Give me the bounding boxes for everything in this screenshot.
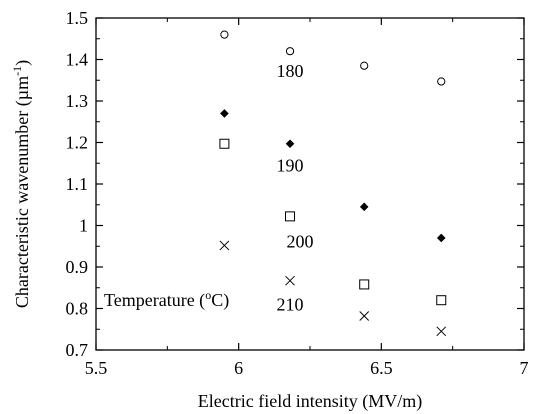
series-label-180: 180	[277, 61, 304, 81]
data-point-210	[436, 326, 447, 337]
x-tick-labels: 5.5 6 6.5 7	[85, 358, 529, 378]
data-point-190	[285, 139, 295, 149]
data-point-180	[360, 61, 369, 70]
y-tick-label: 1.3	[66, 91, 89, 111]
data-point-200	[219, 138, 230, 149]
y-tick-label: 0.7	[66, 340, 89, 360]
data-point-200	[285, 211, 296, 222]
data-point-180	[285, 47, 295, 56]
legend-title: Temperature (oC)	[104, 288, 229, 311]
data-point-200	[436, 295, 447, 306]
series-label-190: 190	[277, 156, 304, 176]
y-tick-label: 0.9	[66, 257, 89, 277]
data-point-210	[219, 240, 230, 251]
y-tick-label: 1	[79, 216, 88, 236]
y-tick-label: 1.1	[66, 174, 89, 194]
series-label-200: 200	[287, 231, 314, 251]
x-tick-label: 6.5	[370, 358, 393, 378]
data-point-190	[436, 233, 446, 243]
x-axis-label: Electric field intensity (MV/m)	[198, 391, 422, 412]
data-point-180	[437, 77, 446, 86]
x-tick-label: 7	[520, 358, 529, 378]
data-point-210	[359, 311, 370, 321]
series-label-210: 210	[277, 295, 304, 315]
data-point-180	[220, 30, 229, 39]
series-labels: 180 190 200 210	[277, 61, 314, 314]
data-point-190	[220, 109, 229, 118]
data-point-210	[285, 275, 295, 286]
y-tick-label: 0.8	[66, 299, 89, 319]
data-point-200	[359, 279, 370, 290]
x-tick-label: 6	[234, 358, 243, 378]
data-markers	[219, 30, 447, 337]
y-tick-label: 1.2	[66, 133, 89, 153]
y-tick-labels: 0.7 0.8 0.9 1 1.1 1.2 1.3 1.4 1.5	[66, 8, 89, 360]
axis-ticks	[95, 17, 525, 351]
y-tick-label: 1.5	[66, 8, 89, 28]
x-tick-label: 5.5	[85, 358, 108, 378]
data-point-190	[359, 202, 369, 212]
y-tick-label: 1.4	[66, 50, 89, 70]
y-axis-label: Characteristic wavenumber (µm-1)	[10, 60, 33, 308]
